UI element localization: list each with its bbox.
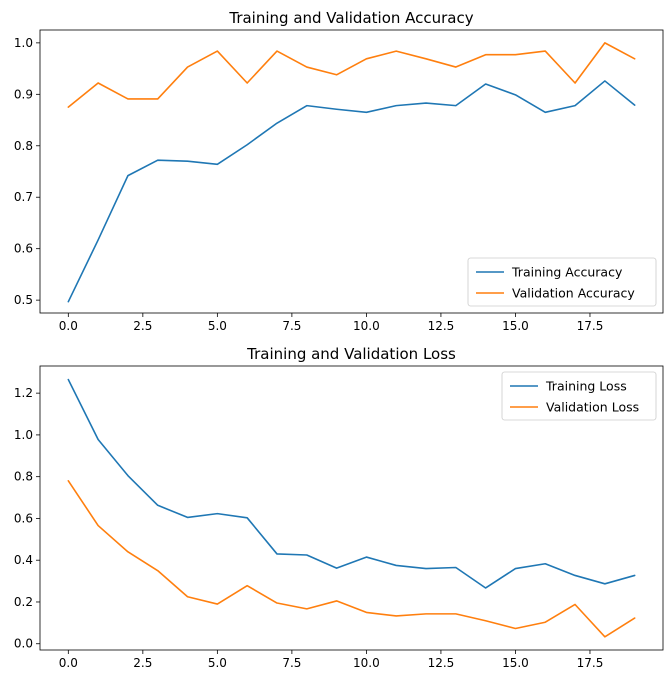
x-tick-label: 10.0 (353, 319, 380, 333)
chart-title: Training and Validation Accuracy (228, 9, 473, 27)
series-line-training-accuracy (67, 80, 636, 303)
legend-label: Validation Loss (546, 400, 639, 415)
y-tick-label: 0.9 (14, 87, 33, 101)
x-tick-label: 5.0 (208, 656, 227, 670)
legend-label: Validation Accuracy (512, 286, 635, 301)
x-tick-label: 2.5 (133, 319, 152, 333)
y-tick-label: 0.6 (14, 511, 33, 525)
y-tick-label: 0.8 (14, 470, 33, 484)
y-tick-label: 0.2 (14, 595, 33, 609)
x-tick-label: 7.5 (282, 656, 301, 670)
y-tick-label: 0.0 (14, 637, 33, 651)
y-tick-label: 0.5 (14, 293, 33, 307)
legend-box (501, 371, 657, 421)
series-line-validation-loss (67, 480, 636, 638)
plot-frame (39, 365, 664, 651)
y-tick-label: 0.7 (14, 190, 33, 204)
y-tick-label: 0.6 (14, 242, 33, 256)
x-tick-label: 0.0 (59, 656, 78, 670)
x-tick-label: 10.0 (353, 656, 380, 670)
x-tick-label: 0.0 (59, 319, 78, 333)
x-tick-label: 7.5 (282, 319, 301, 333)
x-tick-label: 12.5 (428, 319, 455, 333)
plot-frame (39, 29, 664, 314)
legend-label: Training Loss (545, 379, 627, 394)
y-tick-label: 0.4 (14, 553, 33, 567)
chart-title: Training and Validation Loss (246, 345, 456, 363)
y-tick-label: 1.0 (14, 428, 33, 442)
x-tick-label: 17.5 (577, 319, 604, 333)
y-tick-label: 1.2 (14, 386, 33, 400)
x-tick-label: 2.5 (133, 656, 152, 670)
x-tick-label: 15.0 (502, 319, 529, 333)
x-tick-label: 5.0 (208, 319, 227, 333)
series-line-validation-accuracy (67, 42, 636, 108)
x-tick-label: 15.0 (502, 656, 529, 670)
legend: Training Loss Validation Loss (501, 371, 657, 421)
legend-label: Training Accuracy (511, 265, 623, 280)
y-tick-label: 0.8 (14, 139, 33, 153)
y-tick-label: 1.0 (14, 36, 33, 50)
loss-plot: Training and Validation Loss 0.0 2.5 5.0 7.5… (14, 345, 664, 670)
legend-box (467, 257, 657, 307)
x-tick-label: 12.5 (428, 656, 455, 670)
x-tick-label: 17.5 (577, 656, 604, 670)
series-line-training-loss (67, 378, 636, 589)
legend: Training Accuracy Validation Accuracy (467, 257, 657, 307)
accuracy-plot: Training and Validation Accuracy 0.0 2.5 5.… (14, 9, 664, 333)
